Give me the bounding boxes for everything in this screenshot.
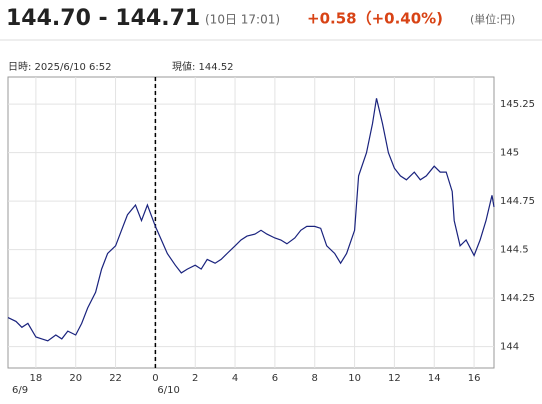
cursor-info: 日時: 2025/6/10 6:52: [8, 61, 111, 73]
change: +0.58（+0.40%): [307, 10, 443, 28]
x-tick-label: 2: [192, 373, 198, 384]
x-tick-label: 10: [348, 373, 361, 384]
y-tick-label: 144: [500, 342, 519, 353]
x-tick-label: 12: [388, 373, 401, 384]
x-tick-label: 0: [152, 373, 158, 384]
x-tick-label: 18: [30, 373, 43, 384]
x-tick-label: 6: [272, 373, 278, 384]
price-line: [7, 98, 495, 342]
time: (10日 17:01): [205, 13, 280, 27]
x-tick-label: 8: [312, 373, 318, 384]
date-label: 6/10: [157, 385, 179, 396]
y-tick-label: 144.25: [500, 293, 535, 304]
x-tick-label: 14: [428, 373, 441, 384]
y-tick-label: 144.5: [500, 245, 529, 256]
price: 144.70 - 144.71: [6, 6, 200, 31]
plot-frame: [7, 76, 495, 369]
y-tick-label: 145.25: [500, 99, 535, 110]
y-tick-label: 144.75: [500, 196, 535, 207]
x-tick-label: 4: [232, 373, 238, 384]
y-tick-label: 145: [500, 148, 519, 159]
unit: (単位:円): [470, 12, 515, 26]
x-tick-label: 20: [69, 373, 82, 384]
date-label: 6/9: [12, 385, 28, 396]
x-tick-label: 16: [468, 373, 481, 384]
current-info: 現値: 144.52: [172, 60, 234, 73]
x-tick-label: 22: [109, 373, 122, 384]
